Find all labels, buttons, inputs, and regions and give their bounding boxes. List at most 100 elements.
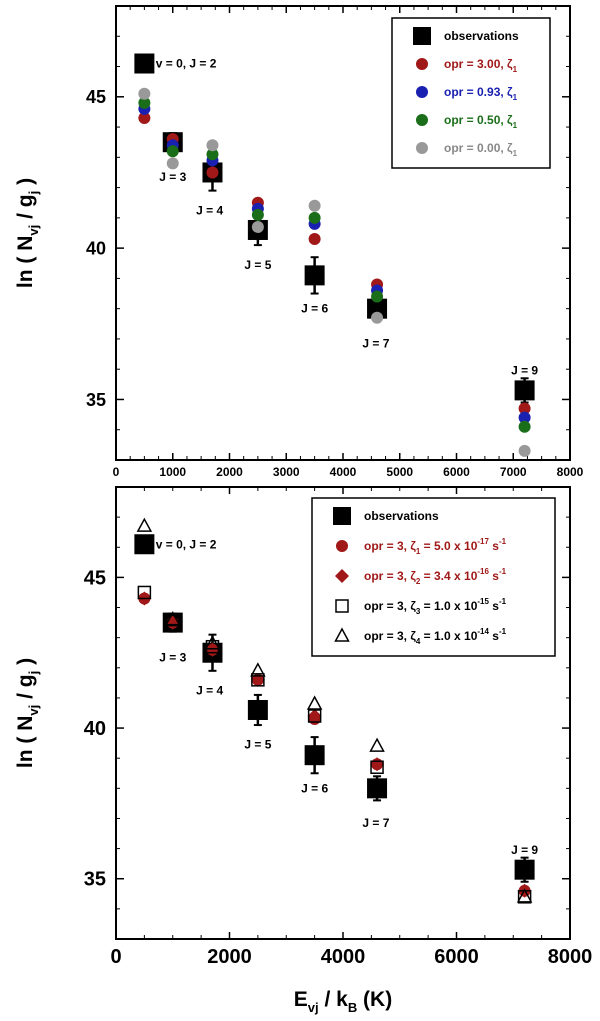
data-point — [514, 859, 535, 880]
x-tick-label: 1000 — [159, 465, 186, 479]
data-point — [304, 745, 325, 766]
data-point — [136, 517, 153, 532]
j-level-label: J = 3 — [159, 650, 186, 664]
data-point — [251, 220, 264, 233]
y-tick-label: 45 — [84, 567, 106, 589]
x-tick-label: 4000 — [330, 465, 357, 479]
data-point — [206, 166, 219, 179]
j-level-label: J = 4 — [196, 683, 223, 697]
data-point — [204, 635, 221, 650]
series-zeta4 — [136, 517, 533, 903]
legend-marker — [416, 86, 428, 98]
x-axis-title-sub: B — [348, 1000, 357, 1015]
reference-marker — [134, 534, 155, 555]
data-point — [304, 265, 325, 286]
y-axis-title: ln ( Nvj / gj ) — [14, 178, 41, 288]
x-tick-label: 0 — [113, 465, 120, 479]
y-axis-title: ln ( Nvj / gj ) — [14, 658, 41, 768]
x-tick-label: 0 — [110, 946, 121, 968]
data-point — [307, 709, 322, 724]
data-point — [370, 760, 384, 774]
j-level-label: J = 5 — [244, 258, 271, 272]
x-tick-label: 2000 — [216, 465, 243, 479]
data-point — [307, 709, 322, 723]
x-tick-label: 3000 — [273, 465, 300, 479]
data-point — [251, 208, 264, 221]
data-point — [251, 673, 265, 687]
x-tick-label: 8000 — [548, 946, 593, 968]
j-level-label: v = 0, J = 2 — [156, 57, 217, 71]
top-chart-panel: 0 1000 2000 3000 4000 5000 6000 7000 8000 35 40 45 l… — [14, 5, 584, 479]
data-point — [518, 420, 531, 433]
data-point — [250, 662, 266, 677]
x-axis-title: Evj / kB (K) — [294, 988, 392, 1015]
legend-entry: opr = 0.50, ζ1 — [444, 113, 518, 130]
data-point — [166, 157, 179, 170]
data-point — [518, 444, 531, 457]
data-point — [206, 148, 219, 161]
data-point — [138, 87, 151, 100]
data-point — [367, 778, 388, 799]
legend-entry: opr = 3, ζ2 = 3.4 x 10-16 s-1 — [364, 567, 507, 586]
legend-marker — [416, 114, 428, 126]
data-point — [308, 199, 321, 212]
j-level-label: J = 9 — [511, 364, 538, 378]
x-tick-label: 6000 — [443, 465, 470, 479]
y-tick-label: 35 — [86, 390, 106, 410]
y-axis-title-sub: j — [26, 671, 41, 676]
data-point — [138, 96, 151, 109]
x-tick-label: 4000 — [321, 946, 366, 968]
data-point — [518, 411, 531, 424]
legend-marker — [333, 507, 351, 525]
reference-marker — [134, 53, 155, 74]
legend-entry: opr = 3, ζ3 = 1.0 x 10-15 s-1 — [364, 597, 507, 616]
data-point — [518, 402, 531, 415]
legend-entry: opr = 3, ζ4 = 1.0 x 10-14 s-1 — [364, 627, 507, 646]
legend-entry: opr = 0.93, ζ1 — [444, 85, 518, 102]
data-point — [164, 611, 181, 626]
data-point — [308, 211, 321, 224]
y-tick-label: 35 — [84, 869, 106, 891]
data-point — [370, 757, 385, 772]
x-tick-label: 8000 — [557, 465, 584, 479]
j-level-label: J = 7 — [362, 336, 389, 350]
y-tick-label: 40 — [84, 718, 106, 740]
y-tick-label: 45 — [86, 87, 106, 107]
legend: observations opr = 3, ζ1 = 5.0 x 10-17 s-… — [311, 497, 556, 657]
x-tick-label: 2000 — [207, 946, 252, 968]
x-tick-label: 5000 — [386, 465, 413, 479]
j-level-label: J = 6 — [301, 781, 328, 795]
legend-marker — [336, 540, 348, 552]
data-point — [206, 139, 219, 152]
x-tick-label: 6000 — [434, 946, 479, 968]
series-opr-0-00 — [138, 87, 531, 457]
legend-entry: opr = 3, ζ1 = 5.0 x 10-17 s-1 — [364, 537, 507, 556]
legend-box — [311, 497, 556, 657]
j-level-label: v = 0, J = 2 — [156, 537, 217, 551]
data-point — [166, 145, 179, 158]
legend-marker — [416, 142, 428, 154]
x-axis-title-sub: vj — [308, 1000, 319, 1015]
bottom-chart-panel: 0 2000 4000 6000 8000 35 40 45 ln ( Nvj / gj ) Ev… — [14, 486, 593, 1015]
data-point — [367, 298, 388, 319]
legend-marker — [416, 58, 428, 70]
data-point — [371, 290, 384, 303]
data-point — [138, 111, 151, 124]
series-observations — [162, 132, 535, 404]
y-axis-title-sub: j — [26, 191, 41, 196]
legend-marker — [413, 27, 431, 45]
j-level-label: J = 4 — [196, 203, 223, 217]
legend-marker — [335, 599, 349, 613]
legend-entry: opr = 3.00, ζ1 — [444, 57, 518, 74]
legend-entry: observations — [444, 29, 519, 43]
j-level-label: J = 6 — [301, 302, 328, 316]
legend-marker — [335, 569, 349, 583]
legend-entry: observations — [364, 509, 439, 523]
legend-entry: opr = 0.00, ζ1 — [444, 141, 518, 158]
data-point — [371, 311, 384, 324]
j-level-label: J = 9 — [511, 843, 538, 857]
legend: observations opr = 3.00, ζ1 opr = 0.93, ζ1… — [391, 17, 551, 169]
data-point — [137, 585, 152, 600]
series-opr-0-50 — [138, 96, 531, 433]
